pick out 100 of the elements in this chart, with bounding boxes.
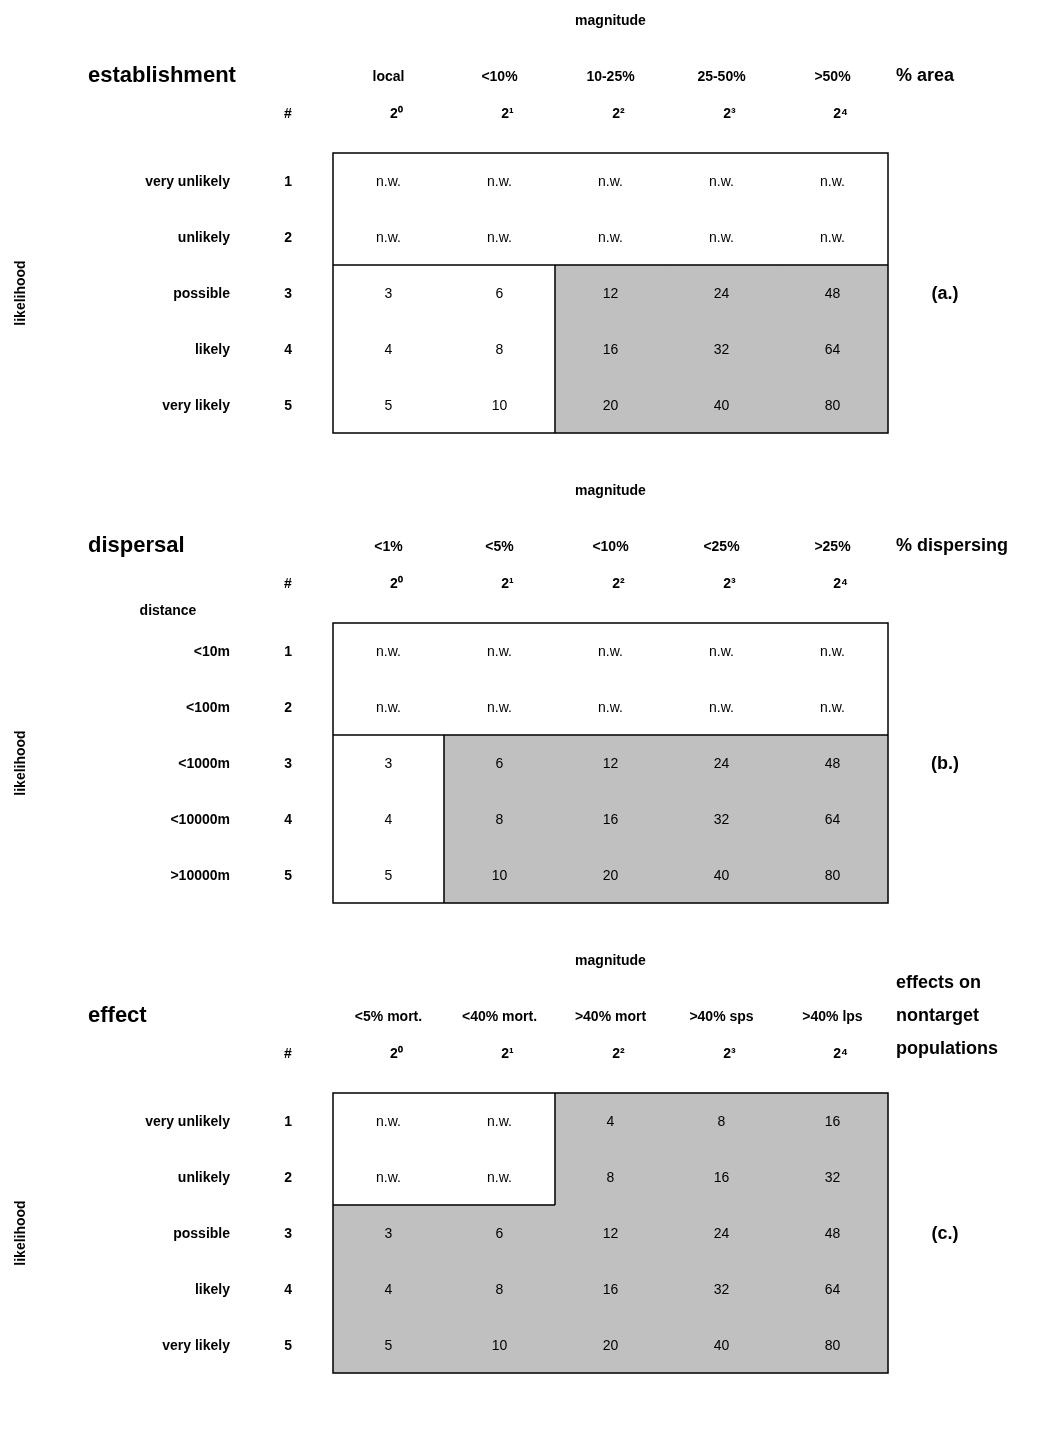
text: dispersal <box>88 531 185 557</box>
data-label: 12 <box>602 285 619 301</box>
data-label: 6 <box>495 285 504 301</box>
data-label: 4 <box>384 1281 393 1297</box>
y-tick-label: very likely <box>162 1337 231 1353</box>
text: (a.) <box>931 283 959 303</box>
text: 2⁴ <box>833 1045 848 1061</box>
x-tick-label: <40% mort. <box>461 1008 538 1024</box>
text: n.w. <box>709 699 734 715</box>
data-label: 4 <box>606 1113 615 1129</box>
data-label: 4 <box>384 811 393 827</box>
data-label: 10 <box>491 1337 508 1353</box>
data-label: 8 <box>495 811 504 827</box>
x-tick-label: <25% <box>703 538 741 554</box>
x-axis-title: magnitude <box>575 12 647 28</box>
text: n.w. <box>376 229 401 245</box>
y-tick-label: unlikely <box>177 1169 231 1185</box>
text: 2¹ <box>501 1045 515 1061</box>
text: n.w. <box>487 1113 512 1129</box>
x-axis-title: magnitude <box>575 952 647 968</box>
x-tick-label: <10% <box>481 68 519 84</box>
text: n.w. <box>376 173 401 189</box>
x-tick-label: >50% <box>814 68 852 84</box>
text: n.w. <box>487 643 512 659</box>
y-tick-label: possible <box>173 285 231 301</box>
y2-tick-label: 4 <box>284 1281 293 1297</box>
y2-tick-label: 2 <box>284 699 293 715</box>
data-label: 3 <box>384 755 393 771</box>
data-label: 80 <box>824 867 841 883</box>
text: n.w. <box>376 643 401 659</box>
text: n.w. <box>598 229 623 245</box>
text: # <box>284 105 293 121</box>
data-label: 8 <box>717 1113 726 1129</box>
text: 2³ <box>723 575 737 591</box>
text: 2⁴ <box>833 105 848 121</box>
text: n.w. <box>376 1113 401 1129</box>
data-label: 32 <box>713 341 730 357</box>
text: n.w. <box>709 173 734 189</box>
x-tick-label: >25% <box>814 538 852 554</box>
data-label: 8 <box>606 1169 615 1185</box>
data-label: 20 <box>602 1337 619 1353</box>
chart-title: establishment <box>88 61 237 87</box>
text: n.w. <box>820 699 845 715</box>
text: n.w. <box>487 1169 512 1185</box>
text: (c.) <box>931 1223 959 1243</box>
text: n.w. <box>487 699 512 715</box>
data-label: 80 <box>824 1337 841 1353</box>
data-label: 32 <box>713 811 730 827</box>
x-tick-label: 10-25% <box>586 68 636 84</box>
data-label: 80 <box>824 397 841 413</box>
y-tick-label: <100m <box>186 699 230 715</box>
data-label: 40 <box>713 867 730 883</box>
data-label: 20 <box>602 867 619 883</box>
text: # <box>284 575 293 591</box>
data-label: 16 <box>824 1113 841 1129</box>
data-label: 4 <box>384 341 393 357</box>
text: n.w. <box>820 643 845 659</box>
text: 2⁰ <box>390 575 403 591</box>
y-tick-label: <10000m <box>170 811 230 827</box>
data-label: 24 <box>713 1225 730 1241</box>
y-tick-label: >10000m <box>170 867 230 883</box>
y2-tick-label: 3 <box>284 1225 293 1241</box>
data-label: 48 <box>824 755 841 771</box>
y-tick-label: <10m <box>193 643 230 659</box>
data-label: 3 <box>384 1225 393 1241</box>
text: effect <box>88 1001 148 1027</box>
data-label: 16 <box>602 341 619 357</box>
data-label: 10 <box>491 397 508 413</box>
data-label: 20 <box>602 397 619 413</box>
y-tick-label: likely <box>194 1281 231 1297</box>
data-label: 12 <box>602 755 619 771</box>
text: 2² <box>612 1045 626 1061</box>
text: effects on nontarget populations <box>896 972 998 1058</box>
y-axis-title: likelihood <box>12 260 28 326</box>
text: 2⁰ <box>390 1045 403 1061</box>
text: (b.) <box>931 753 959 773</box>
x-tick-label: <1% <box>374 538 404 554</box>
text: % area <box>896 65 956 85</box>
data-label: 48 <box>824 1225 841 1241</box>
text: 2¹ <box>501 575 515 591</box>
y2-tick-label: 3 <box>284 285 293 301</box>
text: n.w. <box>709 643 734 659</box>
y-tick-label: unlikely <box>177 229 231 245</box>
data-label: 64 <box>824 341 841 357</box>
data-label: 6 <box>495 755 504 771</box>
text: 2⁴ <box>833 575 848 591</box>
y-axis-title: likelihood <box>12 1200 28 1266</box>
data-label: 32 <box>824 1169 841 1185</box>
text: n.w. <box>820 229 845 245</box>
x-tick-label: >40% sps <box>689 1008 754 1024</box>
data-label: 48 <box>824 285 841 301</box>
data-label: 16 <box>713 1169 730 1185</box>
x-tick-label: <10% <box>592 538 630 554</box>
text: n.w. <box>820 173 845 189</box>
data-label: 24 <box>713 285 730 301</box>
y2-tick-label: 1 <box>284 173 293 189</box>
y2-tick-label: 5 <box>284 397 293 413</box>
y-tick-label: very unlikely <box>145 1113 231 1129</box>
y2-tick-label: 3 <box>284 755 293 771</box>
data-label: 8 <box>495 1281 504 1297</box>
